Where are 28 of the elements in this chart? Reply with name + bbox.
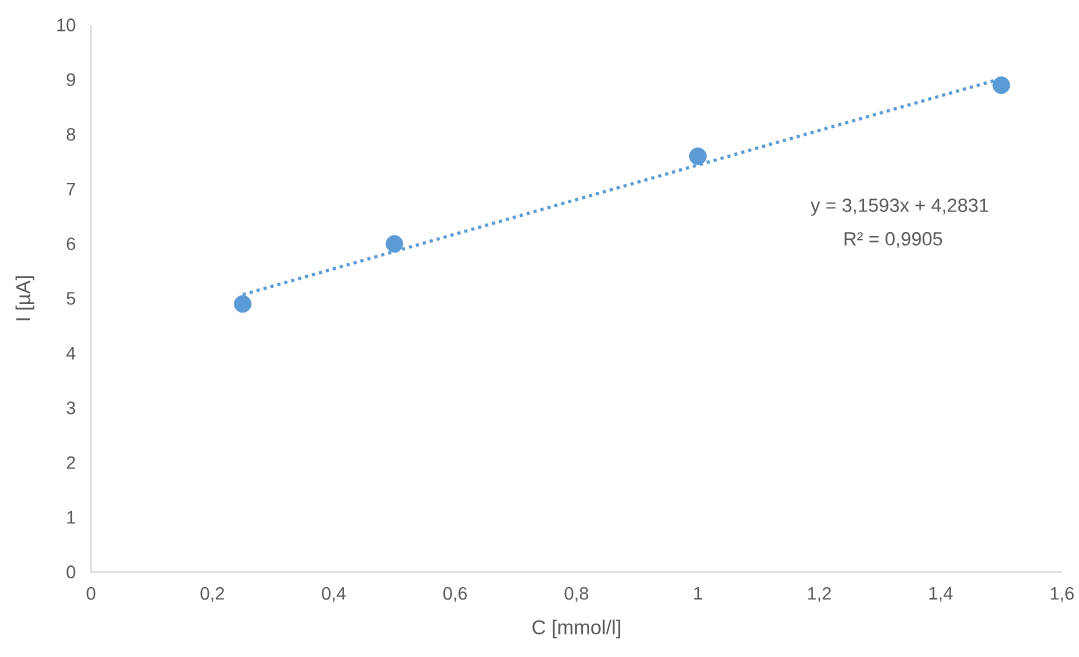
y-tick-label: 8 — [66, 128, 76, 141]
y-tick-label: 5 — [66, 292, 76, 305]
point — [233, 295, 252, 313]
x-tick-label: 0,2 — [200, 587, 224, 602]
x-axis-title: C [mmol/l] — [532, 619, 621, 639]
x-tick-label: 1 — [694, 587, 702, 600]
y-tick-label: 4 — [66, 346, 76, 360]
y-tick-label: 0 — [66, 565, 76, 579]
y-axis-title: I [µA] — [15, 276, 35, 321]
y-tick-label: 1 — [67, 511, 76, 524]
point — [992, 76, 1011, 94]
point — [689, 147, 707, 166]
y-tick-label: 7 — [66, 182, 76, 196]
y-tick-label: 2 — [66, 456, 76, 469]
x-tick-label: 1,4 — [929, 587, 953, 602]
y-tick-label: 3 — [66, 401, 76, 415]
x-tick-label: 1,6 — [1050, 587, 1074, 602]
y-tick-label: 6 — [66, 237, 76, 251]
annotation: y = 3,1593x + 4,2831 — [810, 198, 989, 216]
x-tick-label: 1,2 — [808, 587, 831, 602]
y-tick-label: 10 — [57, 18, 76, 32]
x-tick-label: 0,4 — [321, 587, 346, 602]
point — [385, 234, 404, 253]
annotation: R² = 0,9905 — [844, 232, 943, 248]
x-tick-label: 0,8 — [564, 587, 589, 602]
x-tick-label: 0,6 — [443, 587, 467, 602]
y-tick-label: 9 — [66, 73, 76, 87]
x-tick-label: 0 — [86, 587, 96, 600]
